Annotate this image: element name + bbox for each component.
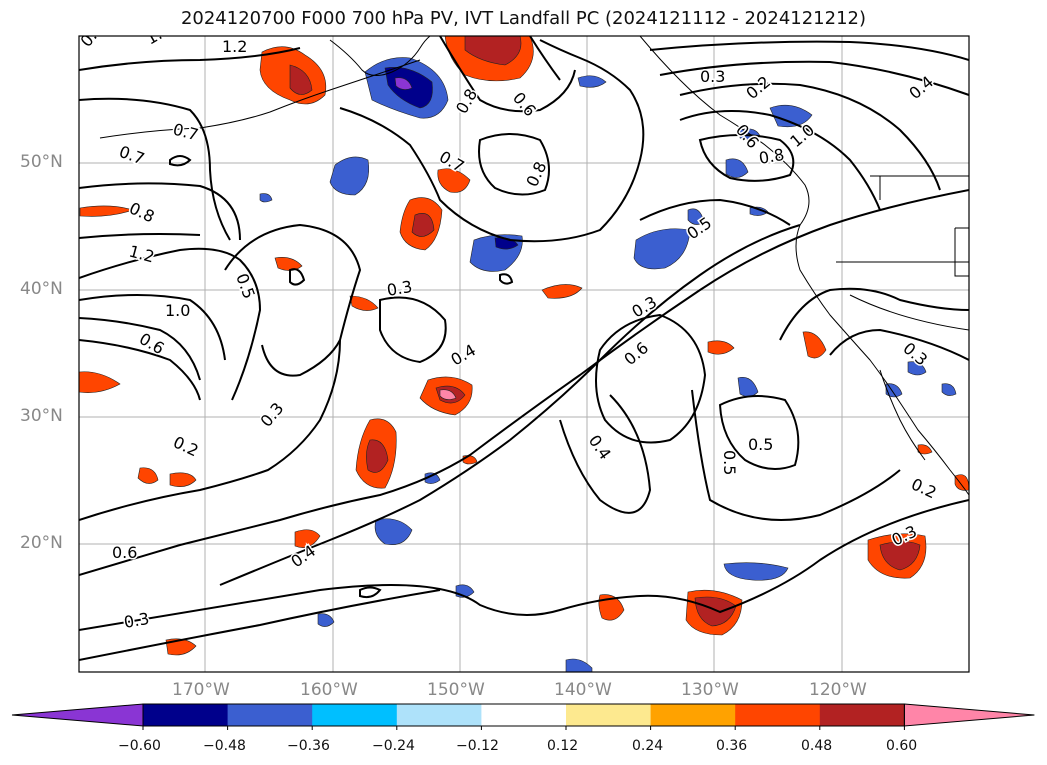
map-title: 2024120700 F000 700 hPa PV, IVT Landfall… [180, 8, 867, 29]
negative-anomaly [424, 472, 441, 484]
negative-anomaly [941, 383, 957, 396]
contour-label: 0.3 [700, 67, 725, 86]
positive-anomaly [79, 205, 134, 217]
negative-anomaly [577, 75, 607, 88]
colorbar-tick-label: −0.24 [372, 738, 415, 754]
positive-anomaly-core [289, 64, 313, 95]
colorbar-segment [143, 704, 229, 726]
colorbar-tick-label: 0.12 [547, 738, 579, 754]
colorbar-extend-low [11, 703, 144, 727]
colorbar-segment [735, 704, 821, 726]
contour-label: 0.5 [720, 450, 739, 475]
contour-label: 1.0 [165, 301, 190, 320]
positive-anomaly [79, 371, 121, 393]
contour-label: 0.5 [748, 435, 773, 454]
negative-anomaly [329, 156, 369, 196]
negative-anomaly [259, 193, 273, 203]
positive-anomaly [707, 340, 735, 355]
lat-label-50n: 50°N [20, 152, 63, 172]
colorbar-segment [396, 704, 482, 726]
colorbar-segment [481, 704, 567, 726]
pv-contours [79, 36, 969, 661]
coastlines [99, 36, 969, 496]
positive-anomaly [169, 472, 197, 487]
colorbar-segment [566, 704, 652, 726]
negative-anomaly [317, 613, 335, 627]
colorbar-segment [819, 704, 905, 726]
positive-anomaly [274, 257, 303, 271]
positive-anomaly [349, 295, 379, 311]
positive-anomaly-core [464, 36, 522, 66]
negative-anomaly [723, 562, 789, 581]
lon-label-140w: 140°W [554, 680, 612, 700]
negative-anomaly [737, 377, 759, 397]
colorbar [11, 703, 1035, 730]
colorbar-tick-label: −0.36 [287, 738, 330, 754]
positive-anomaly-core [879, 541, 921, 571]
negative-anomaly [633, 228, 691, 270]
contour-label: 0.6 [112, 543, 137, 562]
colorbar-frame [142, 703, 905, 727]
lat-label-40n: 40°N [20, 279, 63, 299]
negative-anomaly [374, 518, 413, 545]
positive-anomaly [165, 638, 197, 656]
positive-anomaly [294, 529, 321, 548]
positive-anomaly [137, 467, 159, 484]
negative-anomaly [565, 658, 593, 672]
positive-anomaly-core [411, 213, 435, 237]
lon-label-120w: 120°W [809, 680, 867, 700]
contour-label: 1.2 [222, 37, 247, 56]
positive-anomaly [437, 168, 471, 193]
colorbar-segment [650, 704, 736, 726]
positive-anomaly-core [366, 439, 389, 473]
contour-label: 0.7 [171, 120, 201, 145]
colorbar-tick-label: −0.48 [203, 738, 246, 754]
lon-label-130w: 130°W [681, 680, 739, 700]
positive-anomaly [802, 331, 827, 359]
map-panel: 0.8 1.0 1.20.70.70.81.21.00.60.5 0.30.30.20… [79, 36, 969, 672]
lon-label-160w: 160°W [300, 680, 358, 700]
colorbar-tick-label: 0.48 [801, 738, 833, 754]
negative-anomaly [687, 208, 705, 225]
negative-anomaly [769, 104, 813, 128]
negative-anomaly-peak [394, 77, 413, 90]
lat-label-20n: 20°N [20, 533, 63, 553]
colorbar-segment [227, 704, 313, 726]
pv-anomaly-fills [79, 36, 969, 672]
colorbar-tick-label: 0.36 [716, 738, 748, 754]
lat-label-30n: 30°N [20, 406, 63, 426]
lon-label-170w: 170°W [172, 680, 230, 700]
negative-anomaly [907, 361, 927, 376]
positive-anomaly-core [694, 596, 737, 627]
colorbar-tick-label: −0.60 [118, 738, 161, 754]
positive-anomaly [541, 284, 583, 299]
colorbar-extend-high [903, 703, 1035, 727]
lon-label-150w: 150°W [427, 680, 485, 700]
colorbar-tick-label: 0.60 [886, 738, 918, 754]
colorbar-tick-label: 0.24 [632, 738, 664, 754]
map-frame [78, 35, 970, 673]
positive-anomaly-peak [439, 389, 457, 400]
colorbar-tick-label: −0.12 [456, 738, 499, 754]
negative-anomaly [725, 158, 749, 178]
colorbar-segment [312, 704, 398, 726]
